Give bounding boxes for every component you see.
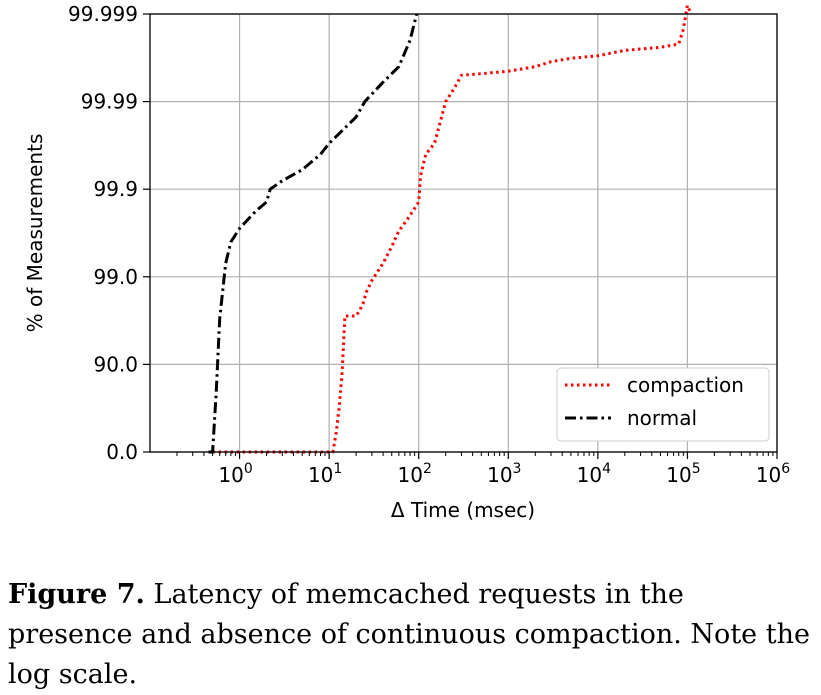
- y-tick-label: 99.99: [81, 90, 138, 114]
- series-line-compaction: [212, 4, 693, 454]
- y-tick-label: 99.999: [68, 2, 138, 26]
- series-lines: [208, 4, 693, 454]
- y-axis-ticks: 0.0 90.0 99.0 99.9 99.99 99.999: [68, 2, 150, 464]
- x-axis-ticks: 100 101 102 103 104 105 106: [176, 452, 790, 487]
- plot-frame: [149, 13, 778, 453]
- legend-label-normal: normal: [627, 406, 697, 430]
- x-tick-label: 105: [666, 461, 700, 487]
- legend: compaction normal: [556, 367, 770, 442]
- latency-chart: 100 101 102 103 104 105 106 0.0 90.0 99.0 99.9 99.…: [23, 2, 790, 522]
- x-tick-label: 100: [218, 461, 252, 487]
- x-tick-label: 101: [308, 461, 342, 487]
- y-tick-label: 0.0: [106, 440, 138, 464]
- x-tick-label: 102: [398, 461, 432, 487]
- x-axis-label: Δ Time (msec): [391, 498, 535, 522]
- figure-caption: Figure 7. Latency of memcached requests …: [8, 575, 816, 695]
- caption-text: Latency of memcached requests in the pre…: [8, 579, 810, 690]
- series-line-normal: [208, 13, 419, 454]
- y-axis-label: % of Measurements: [23, 134, 47, 333]
- legend-box: [556, 367, 770, 442]
- y-tick-label: 99.9: [93, 177, 138, 201]
- y-tick-label: 90.0: [93, 352, 138, 376]
- legend-label-compaction: compaction: [627, 373, 744, 397]
- x-tick-label: 104: [577, 461, 611, 487]
- y-tick-label: 99.0: [93, 265, 138, 289]
- caption-label: Figure 7.: [8, 579, 145, 610]
- x-tick-label: 103: [487, 461, 521, 487]
- x-tick-label: 106: [756, 461, 790, 487]
